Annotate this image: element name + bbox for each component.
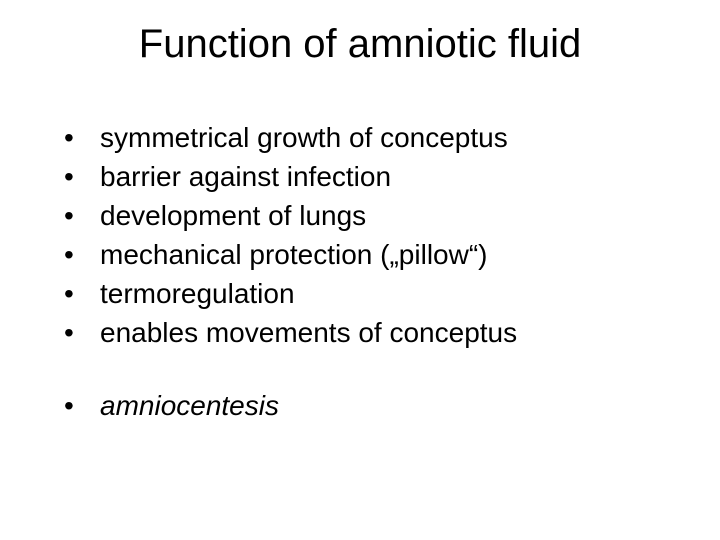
slide: Function of amniotic fluid • symmetrical…	[0, 0, 720, 540]
bullet-text: amniocentesis	[100, 388, 279, 423]
slide-title: Function of amniotic fluid	[0, 22, 720, 67]
bullet-text: symmetrical growth of conceptus	[100, 120, 508, 155]
list-item: • development of lungs	[60, 198, 660, 233]
spacer	[60, 354, 660, 388]
bullet-icon: •	[60, 388, 100, 423]
bullet-icon: •	[60, 120, 100, 155]
list-item: • enables movements of conceptus	[60, 315, 660, 350]
bullet-text: barrier against infection	[100, 159, 391, 194]
bullet-icon: •	[60, 315, 100, 350]
bullet-text: development of lungs	[100, 198, 366, 233]
list-item: • amniocentesis	[60, 388, 660, 423]
list-item: • symmetrical growth of conceptus	[60, 120, 660, 155]
list-item: • termoregulation	[60, 276, 660, 311]
bullet-text: mechanical protection („pillow“)	[100, 237, 487, 272]
bullet-icon: •	[60, 198, 100, 233]
bullet-text: enables movements of conceptus	[100, 315, 517, 350]
bullet-text: termoregulation	[100, 276, 295, 311]
list-item: • mechanical protection („pillow“)	[60, 237, 660, 272]
bullet-icon: •	[60, 276, 100, 311]
bullet-list: • symmetrical growth of conceptus • barr…	[60, 120, 660, 427]
bullet-icon: •	[60, 237, 100, 272]
bullet-icon: •	[60, 159, 100, 194]
list-item: • barrier against infection	[60, 159, 660, 194]
